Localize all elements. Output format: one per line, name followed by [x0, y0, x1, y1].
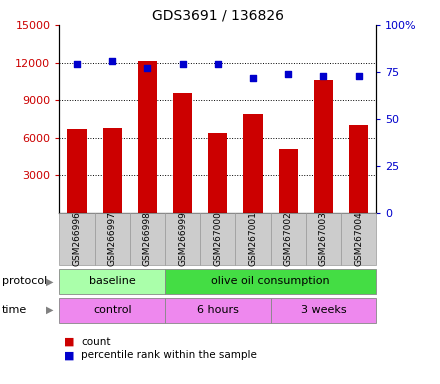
Point [73, 61, 81, 68]
Point [285, 71, 292, 77]
Text: GSM267002: GSM267002 [284, 212, 293, 266]
Bar [138, 61, 157, 213]
Text: control: control [93, 305, 132, 315]
Point [320, 73, 327, 79]
Text: 6 hours: 6 hours [197, 305, 239, 315]
Text: 3 weeks: 3 weeks [301, 305, 346, 315]
Text: ▶: ▶ [46, 305, 54, 315]
Text: olive oil consumption: olive oil consumption [211, 276, 330, 286]
Text: GSM267003: GSM267003 [319, 212, 328, 266]
Text: GSM266996: GSM266996 [73, 212, 81, 266]
Point [179, 61, 186, 68]
Text: percentile rank within the sample: percentile rank within the sample [81, 350, 257, 360]
Point [109, 58, 116, 64]
Point [355, 73, 362, 79]
Text: GSM267004: GSM267004 [354, 212, 363, 266]
Text: baseline: baseline [89, 276, 136, 286]
Point [214, 61, 221, 68]
Point [144, 65, 151, 71]
Bar [173, 93, 192, 213]
Bar [243, 114, 263, 213]
Text: GSM266997: GSM266997 [108, 212, 117, 266]
Text: GSM267001: GSM267001 [249, 212, 257, 266]
Bar [279, 149, 298, 213]
Point [249, 74, 257, 81]
Bar [349, 125, 368, 213]
Bar [314, 80, 333, 213]
Text: count: count [81, 337, 111, 347]
Text: ■: ■ [64, 350, 74, 360]
Bar [67, 129, 87, 213]
Bar [103, 128, 122, 213]
Text: GSM267000: GSM267000 [213, 212, 222, 266]
Text: ■: ■ [64, 337, 74, 347]
Text: GSM266998: GSM266998 [143, 212, 152, 266]
Text: time: time [2, 305, 27, 315]
Text: GSM266999: GSM266999 [178, 212, 187, 266]
Text: protocol: protocol [2, 276, 48, 286]
Title: GDS3691 / 136826: GDS3691 / 136826 [152, 8, 284, 22]
Bar [208, 133, 227, 213]
Text: ▶: ▶ [46, 276, 54, 286]
